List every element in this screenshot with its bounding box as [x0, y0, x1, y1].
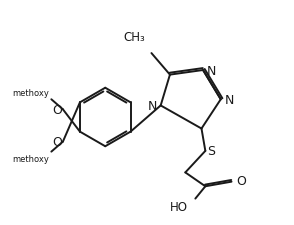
Text: CH₃: CH₃ — [123, 31, 145, 44]
Text: N: N — [225, 93, 234, 106]
Text: O: O — [236, 174, 246, 187]
Text: methoxy: methoxy — [12, 154, 49, 163]
Text: O: O — [52, 103, 62, 116]
Text: N: N — [207, 64, 216, 77]
Text: N: N — [148, 99, 158, 112]
Text: S: S — [207, 145, 215, 158]
Text: HO: HO — [170, 200, 188, 213]
Text: methoxy: methoxy — [12, 89, 49, 97]
Text: O: O — [52, 135, 62, 148]
